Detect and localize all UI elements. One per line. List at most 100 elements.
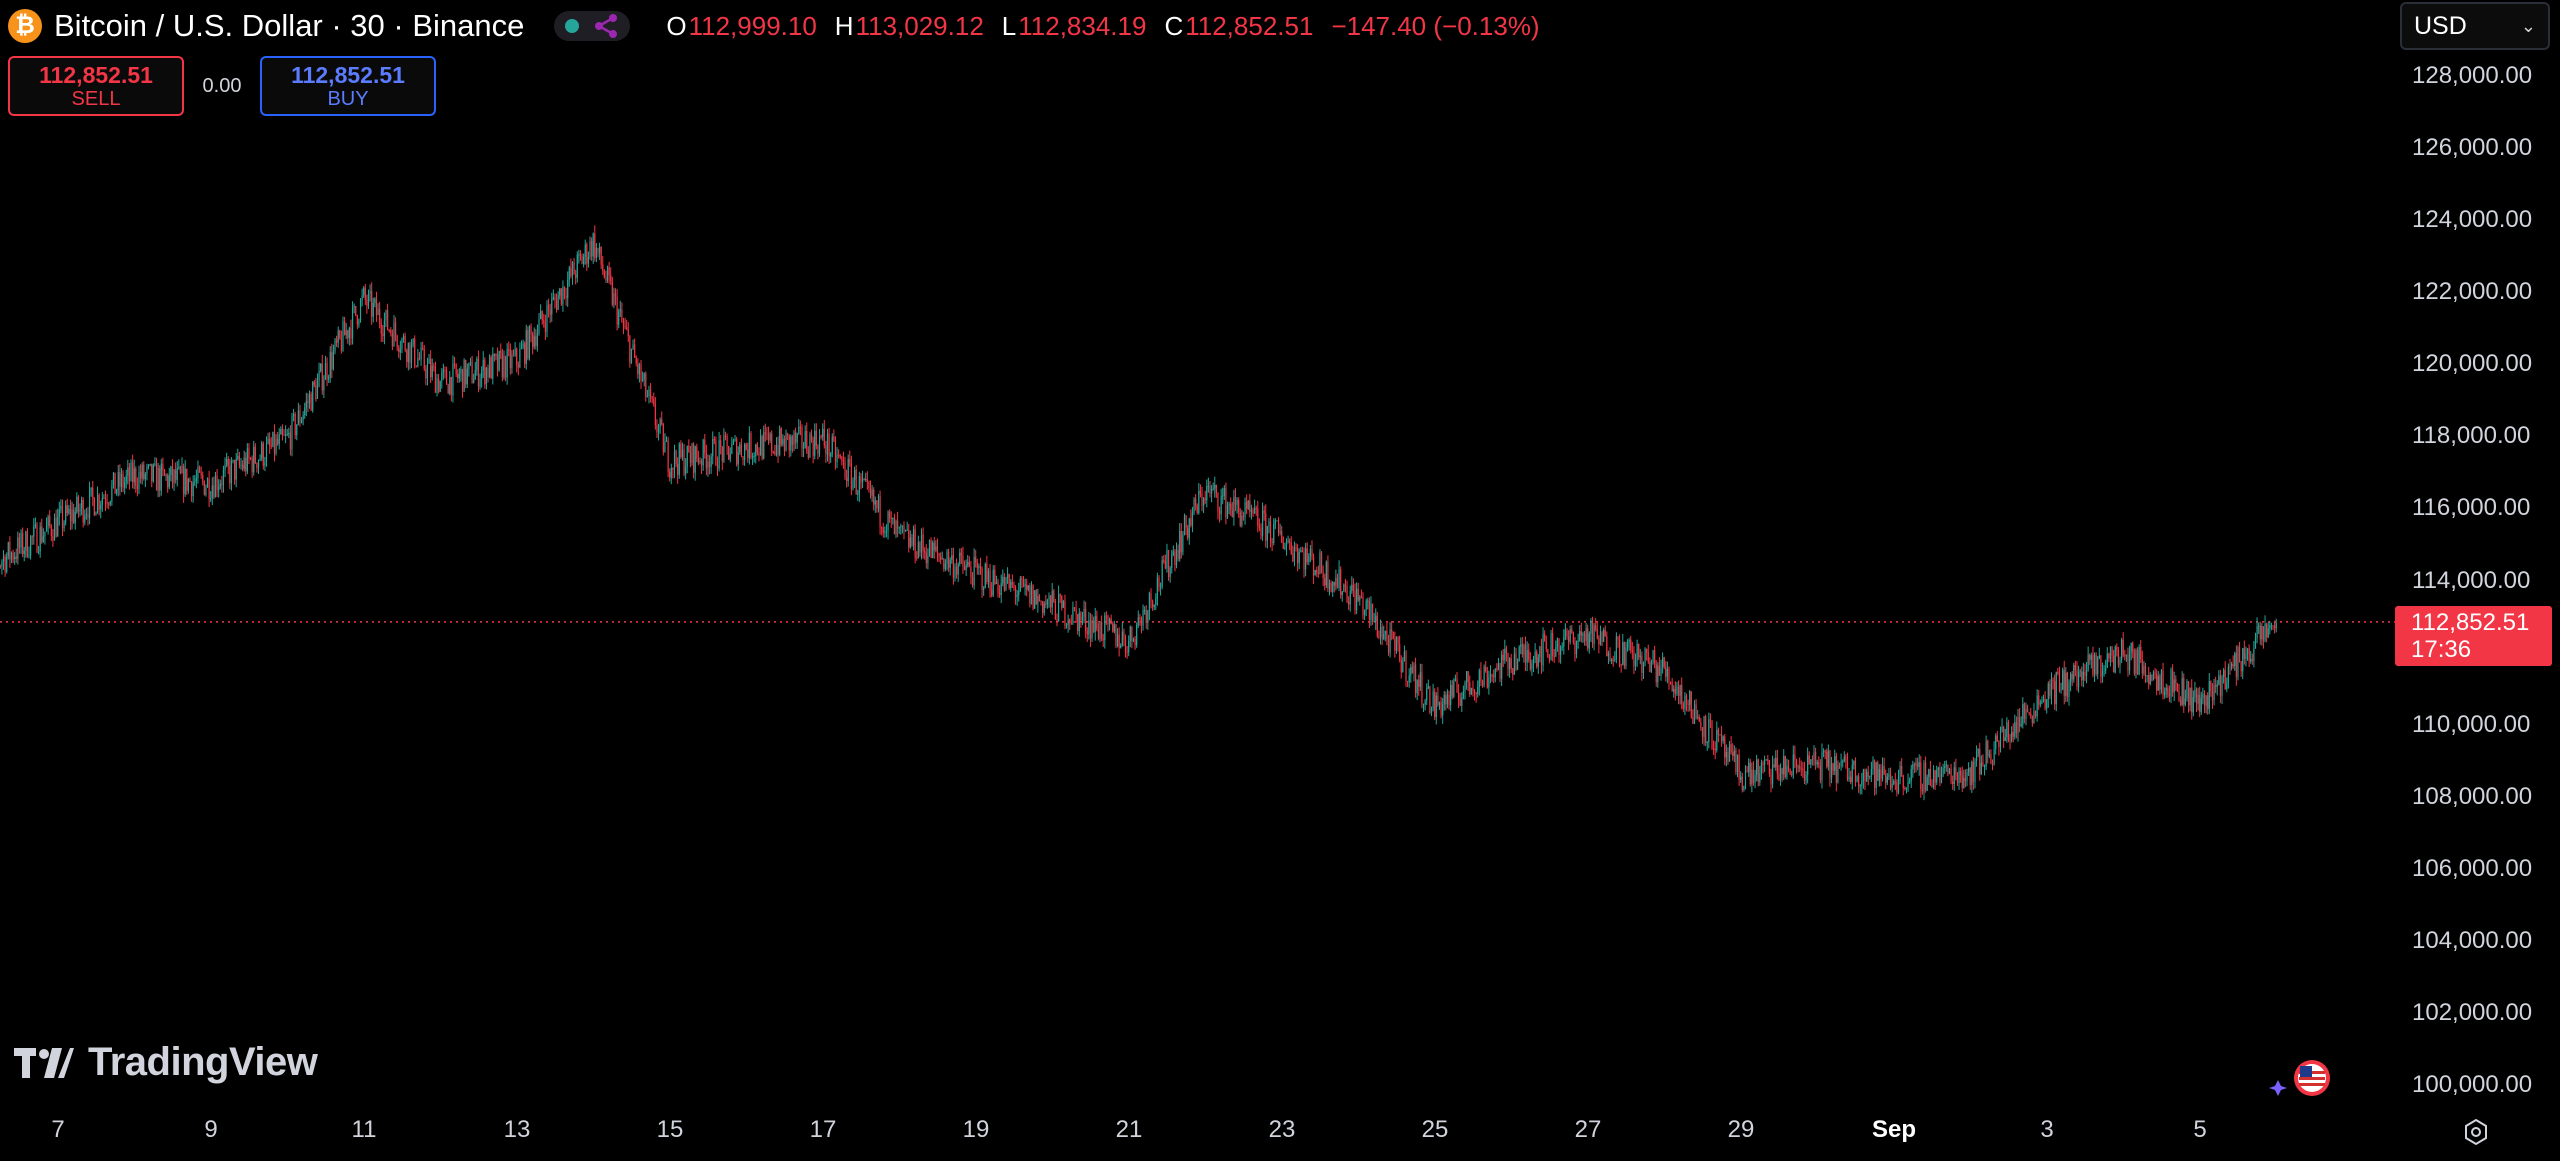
candle <box>973 548 975 590</box>
indicators-toggle[interactable] <box>554 11 631 41</box>
candle <box>1501 650 1503 686</box>
candle <box>1816 759 1818 768</box>
candle <box>672 467 674 479</box>
candle <box>1818 756 1820 769</box>
candle <box>925 544 927 569</box>
candle <box>1290 536 1292 555</box>
candle <box>613 287 615 309</box>
news-flag-icon[interactable] <box>2268 1058 2334 1098</box>
candle <box>1859 784 1861 795</box>
candle <box>1861 772 1863 795</box>
candle <box>401 337 403 354</box>
candle <box>611 276 613 307</box>
candle <box>2135 648 2137 679</box>
candle <box>359 298 362 323</box>
candle <box>407 342 409 371</box>
candle <box>1400 655 1402 679</box>
candle <box>106 493 108 509</box>
candle <box>1687 699 1689 712</box>
candle <box>729 447 731 463</box>
sell-button[interactable]: 112,852.51 SELL <box>8 56 184 116</box>
candle <box>1679 684 1681 705</box>
candle <box>2167 684 2169 698</box>
candle <box>959 548 961 567</box>
candle <box>12 549 14 564</box>
candle <box>669 468 671 482</box>
candle <box>1813 745 1815 766</box>
candle <box>60 499 62 514</box>
candle <box>2262 626 2265 649</box>
candle <box>259 454 261 462</box>
candle <box>2274 620 2276 634</box>
candle <box>1738 749 1740 786</box>
candle <box>555 293 558 313</box>
candle <box>25 530 27 558</box>
candle <box>1966 768 1968 787</box>
candle <box>1491 673 1493 682</box>
candle <box>1448 690 1450 710</box>
candle <box>85 507 87 520</box>
candle <box>1416 679 1418 701</box>
currency-select[interactable]: USD ⌄ <box>2400 2 2550 50</box>
candle <box>2133 648 2135 676</box>
candle <box>1505 645 1508 662</box>
candle <box>108 501 110 510</box>
candle <box>39 522 41 558</box>
high-value: 113,029.12 <box>855 10 984 41</box>
candle <box>461 368 464 398</box>
candle <box>1768 759 1770 777</box>
candle <box>1547 648 1549 659</box>
candle <box>2211 683 2214 709</box>
candle <box>1238 497 1240 518</box>
candle <box>734 434 736 442</box>
candle <box>1749 758 1751 787</box>
symbol-title[interactable]: Bitcoin / U.S. Dollar · 30 · Binance <box>54 8 525 43</box>
candle <box>1563 629 1565 655</box>
candle <box>84 509 86 526</box>
candle <box>254 443 256 465</box>
candle <box>1190 509 1192 528</box>
candle <box>1845 753 1847 769</box>
tradingview-logo[interactable]: TradingView <box>14 1040 318 1085</box>
candle <box>2237 645 2239 681</box>
candle <box>2108 652 2110 663</box>
candle <box>882 522 884 538</box>
candle <box>2082 662 2084 688</box>
candle <box>445 366 448 385</box>
candle <box>1081 611 1084 626</box>
candle <box>2023 702 2025 724</box>
candle <box>1422 703 1425 713</box>
candle <box>2232 655 2234 669</box>
candle <box>253 440 255 476</box>
buy-button[interactable]: 112,852.51 BUY <box>260 56 436 116</box>
candle <box>1897 769 1900 795</box>
candle <box>1690 691 1692 719</box>
candle <box>2065 667 2067 702</box>
candle <box>629 334 631 368</box>
candle <box>906 521 908 531</box>
candle <box>2208 673 2210 715</box>
candle <box>1250 504 1253 520</box>
settings-icon[interactable] <box>2462 1118 2490 1146</box>
candle <box>1740 771 1742 783</box>
candle <box>2079 668 2081 677</box>
candle <box>2261 623 2263 646</box>
candle <box>861 470 864 488</box>
candle <box>1507 652 1509 677</box>
candle <box>763 425 765 460</box>
candle <box>1701 726 1704 744</box>
candle <box>1862 768 1865 789</box>
candle <box>651 395 653 404</box>
candle <box>1708 712 1710 749</box>
candle <box>1021 576 1023 589</box>
candle <box>1073 607 1076 612</box>
candle <box>2266 622 2268 643</box>
candle <box>1545 635 1547 653</box>
candle <box>238 451 240 469</box>
candle <box>1399 635 1401 663</box>
candle <box>591 237 593 261</box>
candlestick-chart[interactable] <box>0 0 2395 1100</box>
candle <box>116 488 118 496</box>
candle <box>836 447 838 468</box>
candle <box>1693 700 1696 725</box>
